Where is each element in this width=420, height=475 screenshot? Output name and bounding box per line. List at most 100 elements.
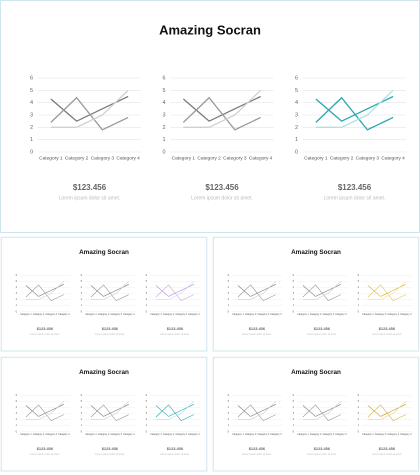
x-tick-label: Category 2	[310, 313, 322, 316]
series-line	[90, 401, 130, 420]
y-tick-label: 0	[146, 309, 148, 313]
y-tick-label: 1	[30, 137, 33, 143]
y-tick-label: 4	[146, 405, 148, 409]
price: $123.456	[249, 326, 266, 331]
y-tick-label: 4	[228, 405, 230, 409]
caption: Lorem ipsum dolor sit amet.	[95, 453, 125, 456]
y-tick-label: 1	[293, 423, 295, 427]
y-tick-label: 6	[16, 393, 18, 397]
y-tick-label: 3	[358, 291, 360, 295]
y-tick-label: 6	[358, 393, 360, 397]
x-tick-label: Category 4	[58, 433, 70, 436]
y-tick-label: 1	[162, 137, 165, 143]
x-tick-label: Category 1	[150, 313, 162, 316]
y-tick-label: 6	[146, 273, 148, 277]
y-tick-label: 4	[295, 100, 298, 106]
y-tick-label: 6	[358, 273, 360, 277]
y-tick-label: 2	[358, 297, 360, 301]
x-tick-label: Category 1	[232, 313, 244, 316]
caption: Lorem ipsum dolor sit amet.	[307, 333, 337, 336]
y-tick-label: 1	[295, 137, 298, 143]
x-tick-label: Category 4	[270, 313, 282, 316]
y-tick-label: 5	[16, 279, 18, 283]
price: $123.456	[73, 183, 107, 192]
slide-title: Amazing Socran	[79, 249, 129, 256]
series-line	[367, 401, 407, 420]
y-tick-label: 0	[30, 149, 33, 155]
caption: Lorem ipsum dolor sit amet.	[372, 453, 402, 456]
y-tick-label: 1	[358, 423, 360, 427]
y-tick-label: 5	[293, 279, 295, 283]
y-tick-label: 5	[358, 399, 360, 403]
x-tick-label: Category 4	[400, 433, 412, 436]
series-line	[90, 284, 129, 302]
x-tick-label: Category 1	[362, 313, 374, 316]
y-tick-label: 3	[81, 291, 83, 295]
y-tick-label: 5	[30, 88, 33, 94]
series-line	[25, 404, 64, 422]
x-tick-label: Category 3	[45, 433, 57, 436]
series-line	[90, 281, 130, 300]
x-tick-label: Category 2	[163, 313, 175, 316]
y-tick-label: 6	[30, 75, 33, 81]
y-tick-label: 4	[358, 405, 360, 409]
y-tick-label: 2	[228, 417, 230, 421]
y-tick-label: 3	[162, 112, 165, 118]
y-tick-label: 2	[30, 125, 33, 131]
x-tick-label: Category 4	[400, 313, 412, 316]
y-tick-label: 2	[162, 125, 165, 131]
x-tick-label: Category 1	[39, 155, 63, 161]
y-tick-label: 1	[16, 303, 18, 307]
y-tick-label: 2	[228, 297, 230, 301]
x-tick-label: Category 3	[175, 313, 187, 316]
y-tick-label: 2	[146, 297, 148, 301]
y-tick-label: 1	[293, 303, 295, 307]
x-tick-label: Category 2	[375, 313, 387, 316]
price: $123.456	[167, 446, 184, 451]
y-tick-label: 6	[162, 75, 165, 81]
caption: Lorem ipsum dolor sit amet.	[324, 195, 386, 201]
caption: Lorem ipsum dolor sit amet.	[95, 333, 125, 336]
x-tick-label: Category 1	[297, 313, 309, 316]
y-tick-label: 0	[293, 309, 295, 313]
y-tick-label: 1	[146, 303, 148, 307]
y-tick-label: 4	[293, 405, 295, 409]
series-line	[183, 89, 262, 128]
price: $123.456	[338, 183, 372, 192]
y-tick-label: 3	[295, 112, 298, 118]
y-tick-label: 6	[16, 273, 18, 277]
y-tick-label: 4	[358, 285, 360, 289]
x-tick-label: Category 2	[65, 155, 89, 161]
y-tick-label: 3	[293, 291, 295, 295]
price: $123.456	[37, 326, 54, 331]
y-tick-label: 5	[358, 279, 360, 283]
y-tick-label: 4	[81, 285, 83, 289]
caption: Lorem ipsum dolor sit amet.	[191, 195, 253, 201]
y-tick-label: 0	[16, 309, 18, 313]
series-line	[50, 96, 129, 131]
x-tick-label: Category 4	[381, 155, 405, 161]
price: $123.456	[167, 326, 184, 331]
caption: Lorem ipsum dolor sit amet.	[30, 453, 60, 456]
x-tick-label: Category 1	[150, 433, 162, 436]
x-tick-label: Category 4	[335, 433, 347, 436]
y-tick-label: 2	[16, 297, 18, 301]
x-tick-label: Category 3	[387, 313, 399, 316]
series-line	[155, 401, 195, 420]
x-tick-label: Category 3	[110, 313, 122, 316]
series-line	[237, 404, 276, 422]
y-tick-label: 1	[358, 303, 360, 307]
y-tick-label: 0	[295, 149, 298, 155]
x-tick-label: Category 3	[257, 313, 269, 316]
y-tick-label: 6	[228, 393, 230, 397]
x-tick-label: Category 4	[123, 433, 135, 436]
y-tick-label: 6	[228, 273, 230, 277]
x-tick-label: Category 3	[322, 313, 334, 316]
series-line	[367, 404, 406, 422]
x-tick-label: Category 2	[163, 433, 175, 436]
caption: Lorem ipsum dolor sit amet.	[372, 333, 402, 336]
y-tick-label: 5	[293, 399, 295, 403]
price: $123.456	[379, 446, 396, 451]
x-tick-label: Category 1	[362, 433, 374, 436]
